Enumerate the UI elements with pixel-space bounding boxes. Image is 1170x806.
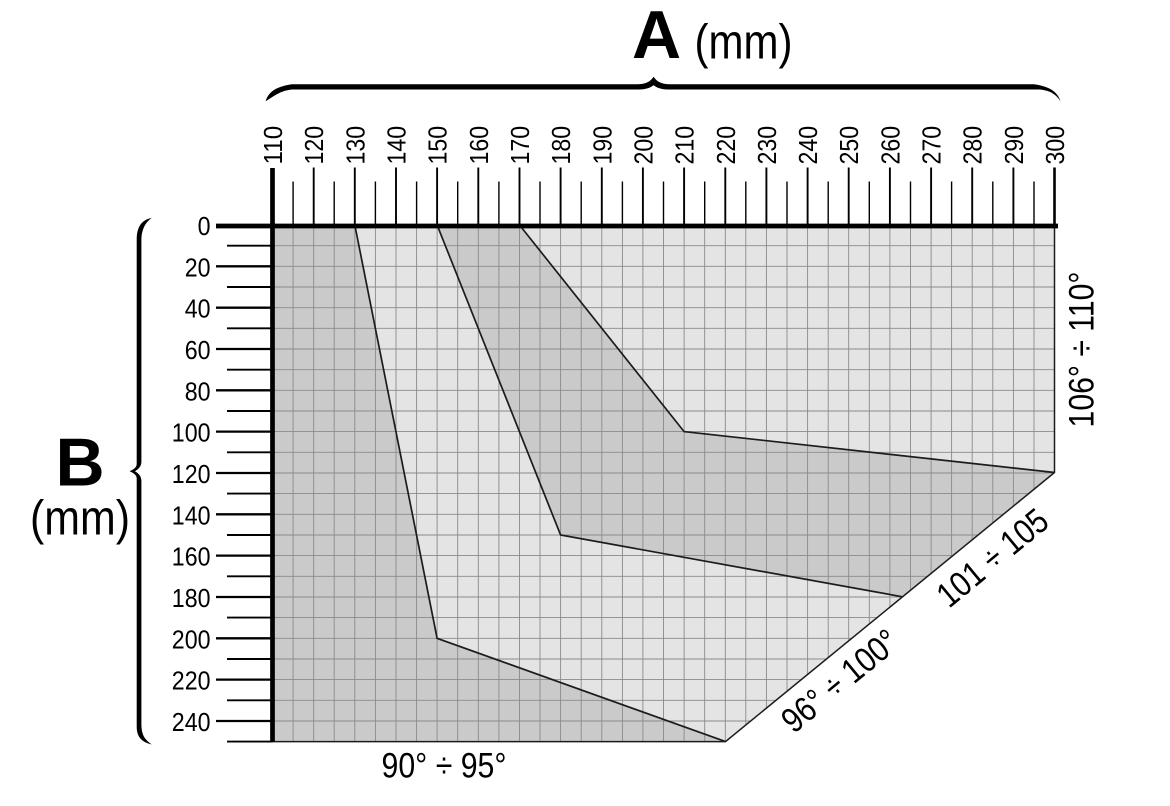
svg-text:240: 240 bbox=[793, 126, 823, 165]
svg-text:20: 20 bbox=[185, 252, 211, 282]
svg-text:150: 150 bbox=[423, 126, 453, 165]
svg-text:106° ÷ 110°: 106° ÷ 110° bbox=[1063, 272, 1102, 428]
svg-text:190: 190 bbox=[587, 126, 617, 165]
svg-text:200: 200 bbox=[172, 624, 211, 654]
svg-text:120: 120 bbox=[299, 126, 329, 165]
svg-text:170: 170 bbox=[505, 126, 535, 165]
svg-text:160: 160 bbox=[172, 542, 211, 572]
svg-text:(mm): (mm) bbox=[695, 16, 793, 70]
svg-text:B: B bbox=[55, 425, 104, 501]
svg-text:270: 270 bbox=[917, 126, 947, 165]
svg-text:180: 180 bbox=[546, 126, 576, 165]
svg-text:180: 180 bbox=[172, 583, 211, 613]
svg-text:90° ÷ 95°: 90° ÷ 95° bbox=[382, 747, 507, 786]
svg-text:140: 140 bbox=[172, 500, 211, 530]
svg-text:230: 230 bbox=[752, 126, 782, 165]
svg-text:240: 240 bbox=[172, 707, 211, 737]
svg-text:220: 220 bbox=[172, 666, 211, 696]
svg-text:140: 140 bbox=[382, 126, 412, 165]
svg-text:100: 100 bbox=[172, 418, 211, 448]
svg-text:110: 110 bbox=[258, 126, 288, 165]
svg-text:80: 80 bbox=[185, 376, 211, 406]
svg-text:280: 280 bbox=[958, 126, 988, 165]
svg-text:300: 300 bbox=[1040, 126, 1070, 165]
svg-text:210: 210 bbox=[670, 126, 700, 165]
svg-text:120: 120 bbox=[172, 459, 211, 489]
svg-text:220: 220 bbox=[711, 126, 741, 165]
svg-text:A: A bbox=[632, 0, 681, 73]
svg-text:160: 160 bbox=[464, 126, 494, 165]
svg-text:0: 0 bbox=[198, 211, 211, 241]
svg-text:(mm): (mm) bbox=[30, 492, 130, 546]
svg-text:200: 200 bbox=[628, 126, 658, 165]
svg-text:260: 260 bbox=[875, 126, 905, 165]
svg-text:290: 290 bbox=[999, 126, 1029, 165]
svg-text:60: 60 bbox=[185, 335, 211, 365]
svg-text:130: 130 bbox=[340, 126, 370, 165]
svg-text:40: 40 bbox=[185, 294, 211, 324]
svg-text:250: 250 bbox=[834, 126, 864, 165]
